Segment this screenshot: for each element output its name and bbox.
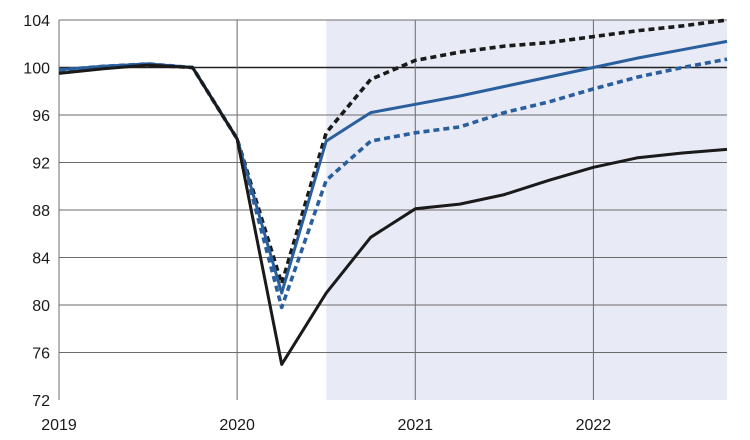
y-tick-label-88: 88 bbox=[32, 203, 50, 220]
series-line-4 bbox=[58, 63, 728, 366]
x-tick-label-2019: 2019 bbox=[41, 417, 77, 434]
y-tick-label-104: 104 bbox=[23, 13, 50, 30]
series-lines bbox=[58, 18, 728, 366]
y-tick-label-80: 80 bbox=[32, 298, 50, 315]
x-tick-label-2021: 2021 bbox=[397, 417, 433, 434]
y-tick-label-96: 96 bbox=[32, 108, 50, 125]
y-tick-label-92: 92 bbox=[32, 156, 50, 173]
y-axis-tick-labels: 72 76 80 84 88 92 96 100 104 bbox=[23, 13, 50, 410]
y-tick-label-84: 84 bbox=[32, 251, 50, 268]
x-tick-label-2022: 2022 bbox=[576, 417, 612, 434]
y-tick-label-100: 100 bbox=[23, 61, 50, 78]
x-axis-tick-labels: 2019 2020 2021 2022 bbox=[41, 417, 611, 434]
y-tick-label-76: 76 bbox=[32, 346, 50, 363]
y-tick-label-72: 72 bbox=[32, 393, 50, 410]
x-tick-label-2020: 2020 bbox=[219, 417, 255, 434]
